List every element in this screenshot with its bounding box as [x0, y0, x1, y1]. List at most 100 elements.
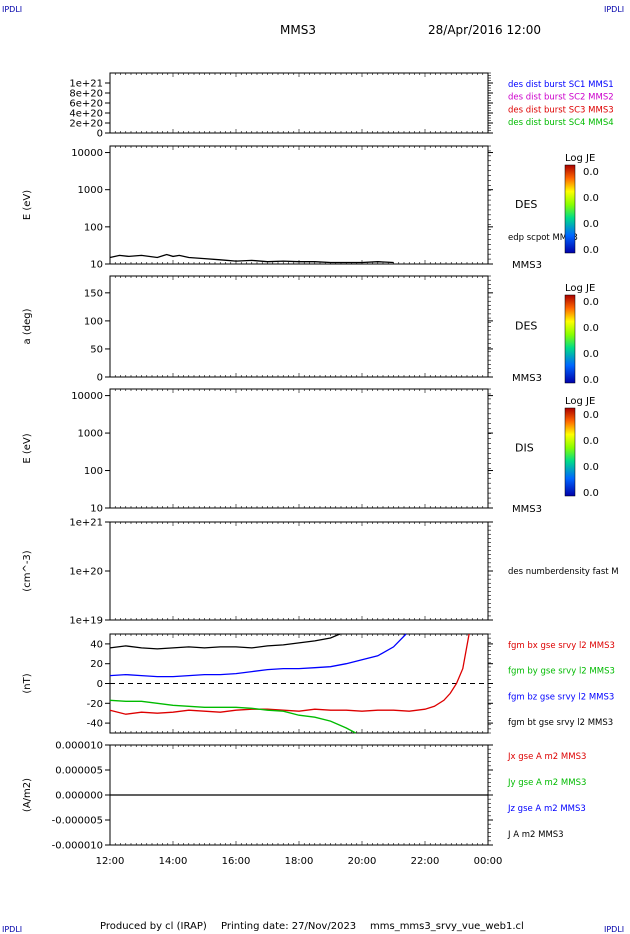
colorbar-title: Log JE	[565, 283, 595, 294]
x-tick-label: 00:00	[474, 856, 503, 867]
y-tick-label: 100	[84, 222, 103, 233]
x-tick-label: 22:00	[411, 856, 440, 867]
colorbar-title: Log JE	[565, 153, 595, 164]
colorbar-2: Log JE 0.0 0.0 0.0 0.0	[564, 283, 599, 386]
spacecraft-title: MMS3	[280, 23, 316, 37]
y-tick-label: -0.000010	[52, 841, 103, 852]
colorbar-tick-label: 0.0	[583, 410, 599, 421]
colorbar-3: Log JE 0.0 0.0 0.0 0.0	[564, 396, 599, 499]
legend-item: des numberdensity fast M	[508, 567, 619, 577]
y-axis-label: (nT)	[22, 673, 33, 693]
legend-item: fgm by gse srvy l2 MMS3	[508, 667, 615, 677]
y-tick-label: 10000	[71, 148, 103, 159]
corner-label-top-right: IPDLI	[604, 5, 624, 14]
y-tick-label: 50	[90, 344, 103, 355]
spacecraft-sublabel: MMS3	[512, 373, 542, 384]
panel-2: 10000 1000 100 10 E (eV) DES MMS3 edp scpot MMS…	[22, 145, 578, 271]
corner-label-bottom-left: IPDLI	[2, 925, 22, 934]
colorbar-strip	[564, 407, 576, 497]
colorbar-1: Log JE 0.0 0.0 0.0 0.0	[564, 153, 599, 256]
colorbar-tick-label: 0.0	[583, 488, 599, 499]
footer-file: mms_mms3_srvy_vue_web1.cl	[370, 921, 524, 932]
colorbar-title: Log JE	[565, 396, 595, 407]
y-tick-label: -0.000005	[52, 816, 103, 827]
colorbar-tick-label: 0.0	[583, 297, 599, 308]
y-tick-label: 0.000010	[55, 741, 103, 752]
y-axis-label: (A/m2)	[22, 778, 33, 812]
panel-frame	[109, 521, 489, 621]
instrument-label: DES	[515, 320, 537, 333]
panel-6: 40 20 0 -20 -40 (nT) fgm bx gse srvy l2 MMS3 fg…	[22, 633, 615, 734]
y-tick-label: 20	[90, 659, 103, 670]
x-tick-label: 12:00	[96, 856, 125, 867]
y-tick-label: 0	[97, 129, 103, 140]
colorbar-tick-label: 0.0	[583, 436, 599, 447]
panel-3: 150 100 50 0 a (deg) DES MMS3	[22, 275, 542, 384]
y-tick-label: 100	[84, 466, 103, 477]
legend-item: Jx gse A m2 MMS3	[507, 752, 586, 762]
panel-4: 10000 1000 100 10 E (eV) DIS MMS3	[22, 388, 542, 515]
y-tick-label: 1e+21	[69, 79, 103, 90]
y-tick-label: 10	[90, 504, 103, 515]
overlay-series-label: edp scpot MMS3	[508, 233, 578, 243]
panel-frame	[109, 145, 489, 265]
datetime-title: 28/Apr/2016 12:00	[428, 23, 541, 37]
spacecraft-sublabel: MMS3	[512, 260, 542, 271]
y-tick-label: 10000	[71, 391, 103, 402]
y-tick-label: 4e+20	[69, 109, 103, 120]
series-line-fgm-bt-gse-srvy-l2-mms3	[109, 633, 341, 650]
series-line-fgm-bz-gse-srvy-l2-mms3	[109, 633, 407, 678]
y-tick-label: 1e+21	[69, 518, 103, 529]
colorbar-tick-label: 0.0	[583, 219, 599, 230]
y-tick-label: 0.000000	[55, 791, 103, 802]
y-tick-label: 0	[97, 679, 103, 690]
instrument-label: DES	[515, 198, 537, 211]
panel-5: 1e+21 1e+20 1e+19 (cm^-3) des numberdensity …	[22, 518, 619, 627]
y-tick-label: 1000	[78, 185, 103, 196]
y-axis-label: a (deg)	[22, 308, 33, 344]
legend-item: fgm bz gse srvy l2 MMS3	[508, 692, 614, 702]
colorbar-strip	[564, 294, 576, 384]
legend-item: Jy gse A m2 MMS3	[507, 778, 586, 788]
y-tick-label: 100	[84, 316, 103, 327]
y-tick-label: 150	[84, 288, 103, 299]
footer-produced-by: Produced by cl (IRAP)	[100, 921, 207, 932]
y-tick-label: 40	[90, 639, 103, 650]
panel-frame	[109, 388, 489, 509]
corner-label-top-left: IPDLI	[2, 5, 22, 14]
legend-item: des dist burst SC3 MMS3	[508, 105, 614, 115]
panel-7: 0.000010 0.000005 0.000000 -0.000005 -0.0000…	[22, 741, 586, 868]
y-tick-label: 0	[97, 373, 103, 384]
legend-item: fgm bt gse srvy l2 MMS3	[508, 718, 613, 728]
x-tick-label: 16:00	[222, 856, 251, 867]
y-axis-label: (cm^-3)	[22, 550, 33, 591]
colorbar-tick-label: 0.0	[583, 375, 599, 386]
y-tick-label: 2e+20	[69, 119, 103, 130]
colorbar-tick-label: 0.0	[583, 462, 599, 473]
corner-label-bottom-right: IPDLI	[604, 925, 624, 934]
panel-frame	[109, 275, 489, 378]
series-line-fgm-by-gse-srvy-l2-mms3	[109, 699, 357, 734]
instrument-label: DIS	[515, 442, 534, 455]
y-axis-label: E (eV)	[22, 190, 33, 220]
y-tick-label: -20	[87, 699, 103, 710]
legend-item: des dist burst SC1 MMS1	[508, 80, 614, 90]
legend-item: Jz gse A m2 MMS3	[507, 804, 586, 814]
legend-item: fgm bx gse srvy l2 MMS3	[508, 641, 615, 651]
x-tick-label: 20:00	[348, 856, 377, 867]
footer-printing-date: Printing date: 27/Nov/2023	[221, 921, 356, 932]
colorbar-tick-label: 0.0	[583, 349, 599, 360]
colorbar-tick-label: 0.0	[583, 193, 599, 204]
y-tick-label: 1000	[78, 429, 103, 440]
y-tick-label: 0.000005	[55, 766, 103, 777]
x-tick-label: 14:00	[159, 856, 188, 867]
y-axis-label: E (eV)	[22, 433, 33, 463]
colorbar-tick-label: 0.0	[583, 323, 599, 334]
colorbar-tick-label: 0.0	[583, 167, 599, 178]
series-line-edp-scpot-mms3	[109, 253, 394, 264]
x-tick-label: 18:00	[285, 856, 314, 867]
y-tick-label: 6e+20	[69, 99, 103, 110]
